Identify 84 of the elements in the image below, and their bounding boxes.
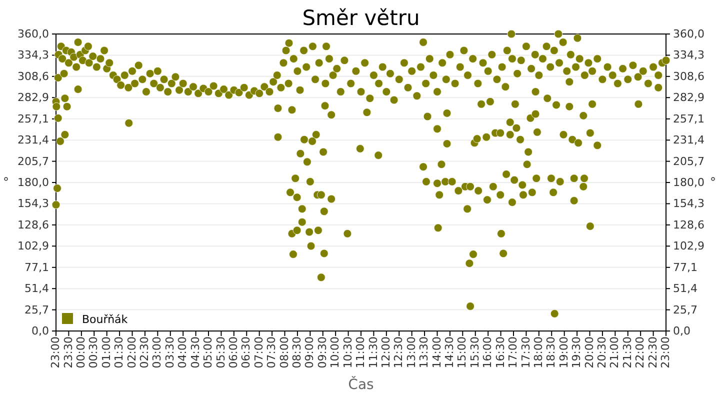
x-tick-label: 19:30 xyxy=(570,336,584,368)
y2-axis-title: ° xyxy=(710,175,716,189)
y2-tick-label: 231,4 xyxy=(673,134,704,147)
x-tick-label: 17:00 xyxy=(506,336,520,368)
y-tick-label: 334,3 xyxy=(18,48,49,62)
x-tick-label: 06:00 xyxy=(226,336,240,368)
x-tick-label: 15:30 xyxy=(468,336,482,368)
chart-title: Směr větru xyxy=(302,6,420,30)
y2-tick-label: 334,3 xyxy=(673,48,704,62)
x-tick-label: 21:30 xyxy=(620,336,634,368)
x-tick-label: 23:30 xyxy=(62,336,75,368)
x-tick-label: 01:00 xyxy=(100,336,113,368)
x-tick-label: 09:30 xyxy=(316,336,329,368)
x-tick-label: 19:00 xyxy=(557,336,570,368)
x-tick-label: 14:00 xyxy=(430,336,444,368)
y-tick-label: 360,0 xyxy=(18,28,49,41)
x-tick-label: 04:30 xyxy=(188,336,202,368)
y2-tick-label: 154,3 xyxy=(673,197,704,210)
y2-tick-label: 25,7 xyxy=(673,303,698,316)
x-tick-label: 05:30 xyxy=(214,336,228,368)
x-tick-label: 11:00 xyxy=(354,336,368,368)
x-tick-label: 00:30 xyxy=(87,336,100,368)
x-tick-label: 16:00 xyxy=(481,336,494,368)
y-tick-label: 180,0 xyxy=(18,176,49,190)
x-tick-label: 22:30 xyxy=(646,336,660,368)
x-tick-label: 12:30 xyxy=(392,336,406,368)
y-tick-label: 205,7 xyxy=(18,154,49,168)
y-axis-title: ° xyxy=(3,175,9,189)
y2-tick-label: 308,6 xyxy=(673,70,704,83)
x-tick-label: 11:30 xyxy=(366,336,380,368)
y2-tick-label: 0,0 xyxy=(673,324,690,338)
x-tick-label: 18:30 xyxy=(544,336,558,368)
x-tick-label: 20:00 xyxy=(582,336,596,368)
y-tick-label: 77,1 xyxy=(24,260,49,274)
x-tick-label: 21:00 xyxy=(608,336,622,368)
y2-tick-label: 180,0 xyxy=(673,176,704,190)
x-tick-label: 10:30 xyxy=(341,336,354,368)
y2-tick-label: 282,9 xyxy=(673,91,704,104)
y2-tick-label: 51,4 xyxy=(673,282,698,296)
x-tick-label: 05:00 xyxy=(202,336,215,368)
y-tick-label: 0,0 xyxy=(32,324,49,338)
y2-tick-label: 257,1 xyxy=(673,112,704,126)
y-tick-label: 308,6 xyxy=(18,70,49,83)
y-tick-label: 128,6 xyxy=(18,218,49,232)
x-tick-label: 14:30 xyxy=(443,336,456,368)
y2-tick-label: 77,1 xyxy=(673,260,698,274)
x-tick-label: 23:00 xyxy=(49,336,62,368)
y2-tick-label: 102,9 xyxy=(673,240,704,253)
y-tick-label: 154,3 xyxy=(18,197,49,210)
x-tick-label: 12:00 xyxy=(379,336,392,368)
x-tick-label: 17:30 xyxy=(519,336,532,368)
x-tick-label: 23:00 xyxy=(659,336,672,368)
y-tick-label: 51,4 xyxy=(24,282,49,296)
y-tick-label: 282,9 xyxy=(18,91,49,104)
legend-label: Bouřňák xyxy=(82,313,128,326)
y2-tick-label: 128,6 xyxy=(673,218,704,232)
x-tick-label: 18:00 xyxy=(532,336,545,368)
y-tick-label: 102,9 xyxy=(18,240,49,253)
x-tick-label: 00:00 xyxy=(74,336,88,368)
x-tick-label: 22:00 xyxy=(634,336,647,368)
x-tick-label: 08:30 xyxy=(290,336,304,368)
y-tick-label: 231,4 xyxy=(18,134,49,147)
x-tick-label: 02:00 xyxy=(125,336,138,368)
x-tick-label: 04:00 xyxy=(176,336,190,368)
x-tick-label: 16:30 xyxy=(494,336,507,368)
x-tick-label: 15:00 xyxy=(456,336,469,368)
x-tick-label: 07:00 xyxy=(252,336,266,368)
x-tick-label: 02:30 xyxy=(138,336,152,368)
y-tick-label: 25,7 xyxy=(24,303,49,316)
x-tick-label: 09:00 xyxy=(303,336,316,368)
y2-tick-label: 205,7 xyxy=(673,154,704,168)
x-axis-title: Čas xyxy=(348,376,374,393)
x-tick-label: 03:30 xyxy=(163,336,176,368)
x-tick-label: 07:30 xyxy=(265,336,278,368)
x-tick-label: 20:30 xyxy=(596,336,609,368)
x-tick-label: 13:00 xyxy=(404,336,418,368)
y2-tick-label: 360,0 xyxy=(673,28,704,41)
x-tick-label: 03:00 xyxy=(150,336,164,368)
y-tick-label: 257,1 xyxy=(18,112,49,126)
x-tick-label: 06:30 xyxy=(240,336,253,368)
x-tick-label: 10:00 xyxy=(328,336,342,368)
x-tick-label: 13:30 xyxy=(418,336,431,368)
x-tick-label: 01:30 xyxy=(112,336,126,368)
x-tick-label: 08:00 xyxy=(278,336,291,368)
